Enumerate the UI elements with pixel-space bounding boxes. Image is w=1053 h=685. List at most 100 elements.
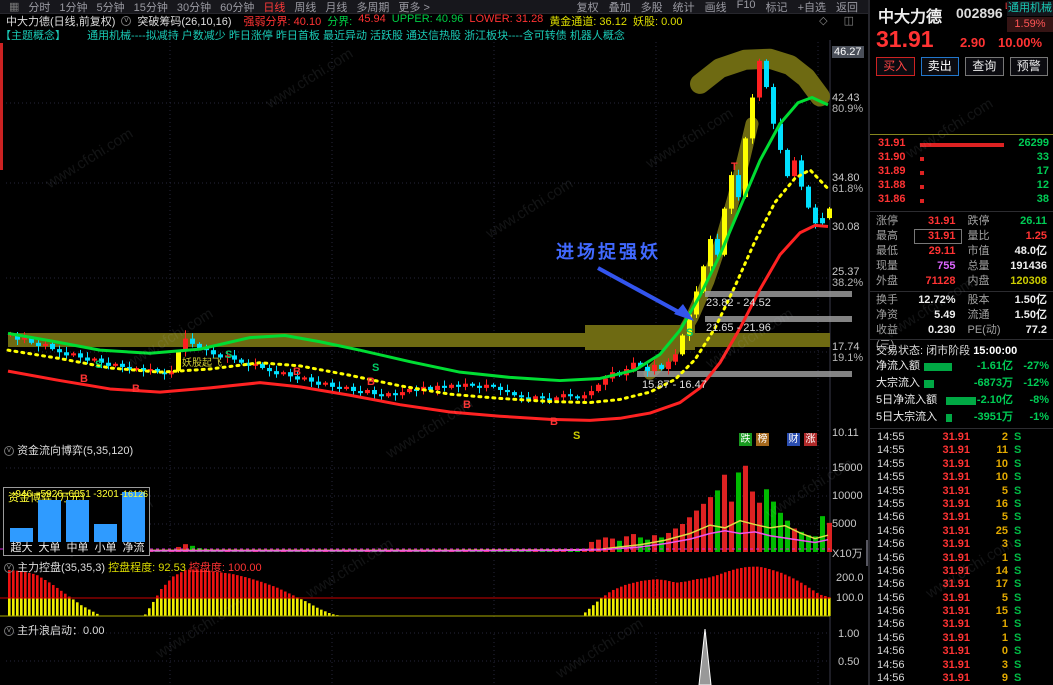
sector-name[interactable]: 通用机械 — [1007, 1, 1053, 16]
tick-row[interactable]: 14:56 31.91 17 S 4 — [870, 578, 1053, 591]
main-force-control-chart[interactable] — [0, 557, 868, 619]
book-row[interactable]: 31.89 17 — [870, 165, 1053, 179]
period-tab[interactable]: 60分钟 — [220, 1, 255, 14]
main-wave-chart[interactable] — [0, 619, 868, 685]
tick-volume: 17 — [995, 578, 1008, 591]
toolbar-button[interactable]: +自选 — [797, 1, 826, 14]
tick-row[interactable]: 14:55 31.91 10 S 1 — [870, 458, 1053, 471]
tick-time: 14:56 — [877, 658, 905, 671]
period-tab[interactable]: 30分钟 — [176, 1, 212, 14]
book-row[interactable]: 31.88 12 — [870, 179, 1053, 193]
book-row[interactable]: 31.91 26299 — [870, 137, 1053, 151]
tick-row[interactable]: 14:56 31.91 15 S 3 — [870, 605, 1053, 618]
collapse-icon[interactable]: ˅ — [4, 446, 14, 457]
stock-name[interactable]: 中大力德 — [878, 9, 943, 26]
collapse-icon[interactable]: ˅ — [4, 563, 14, 574]
collapse-icon[interactable]: ˅ — [4, 626, 14, 637]
toolbar-button[interactable]: 画线 — [704, 1, 727, 14]
price-axis-label: 19.1% — [832, 352, 864, 364]
window-icon[interactable]: ▦ — [9, 1, 20, 13]
toolbar-button[interactable]: 标记 — [765, 1, 788, 14]
collapse-icon[interactable]: ˅ — [121, 15, 132, 26]
tick-volume: 10 — [995, 457, 1008, 470]
buy-button[interactable]: 买入 — [876, 57, 915, 76]
concept-list[interactable]: 通用机械----拟减持 户数减少 昨日涨停 昨日首板 最近异动 活跃股 通达信热… — [87, 30, 625, 40]
alert-button[interactable]: 预警 — [1009, 57, 1048, 76]
indicator-values: 强弱分界: 40.10 分界: 45.94 UPPER: 40.96 LOWER: 31… — [238, 13, 683, 29]
event-badge[interactable]: 财 — [787, 433, 800, 446]
tick-count: 3 — [1038, 498, 1053, 511]
tick-count: 1 — [1038, 471, 1053, 484]
tick-row[interactable]: 14:56 31.91 25 S 9 — [870, 525, 1053, 538]
tick-row[interactable]: 14:56 31.91 5S 1 — [870, 511, 1053, 524]
tick-count: 3 — [1038, 565, 1053, 578]
period-tab[interactable]: 5分钟 — [96, 1, 125, 14]
volume-panel-header: ˅ 资金流向博弈(5,35,120) — [4, 442, 133, 458]
split-view-icon[interactable]: ◫ — [843, 15, 854, 27]
sector-change[interactable]: 1.59% — [1007, 17, 1053, 32]
fund-battle-label: 小单 — [94, 542, 117, 554]
event-badge[interactable]: 跌 — [739, 433, 752, 446]
period-tab[interactable]: 多周期 — [356, 1, 390, 14]
period-tab[interactable]: 更多 > — [398, 1, 430, 14]
tick-side: S — [1014, 444, 1022, 457]
stat-label: 涨停 — [876, 215, 898, 227]
tick-row[interactable]: 14:55 31.91 5S 1 — [870, 485, 1053, 498]
indicator-info-bar: 中大力德(日线,前复权) ˅ 突破筹码(26,10,16) 强弱分界: 40.1… — [0, 13, 868, 29]
stat-value: 77.2 — [1025, 324, 1047, 336]
stat-label: 内盘 — [967, 275, 990, 287]
tick-row[interactable]: 14:55 31.91 11 S 2 — [870, 444, 1053, 457]
tick-row[interactable]: 14:56 31.91 9S 2 — [870, 672, 1053, 685]
book-price: 31.88 — [878, 179, 906, 191]
control-level-label: 控盘度: — [188, 562, 225, 574]
toolbar-button[interactable]: 统计 — [672, 1, 695, 14]
sell-button[interactable]: 卖出 — [920, 57, 959, 76]
tick-time: 14:56 — [877, 645, 905, 658]
price-axis-label: 10.11 — [832, 427, 859, 439]
stat-value: 755 — [937, 260, 956, 272]
stat-label: 跌停 — [967, 215, 990, 227]
tick-row[interactable]: 14:56 31.91 1S 2 — [870, 552, 1053, 565]
tick-row[interactable]: 14:56 31.91 5S 1 — [870, 592, 1053, 605]
tick-row[interactable]: 14:56 31.91 14 S 3 — [870, 565, 1053, 578]
period-tab[interactable]: 15分钟 — [133, 1, 168, 14]
tick-row[interactable]: 14:56 31.91 0S 1 — [870, 645, 1053, 658]
period-tab[interactable]: 日线 — [263, 1, 286, 14]
book-row[interactable]: 31.90 33 — [870, 151, 1053, 165]
toolbar-button[interactable]: 叠加 — [608, 1, 631, 14]
tick-time: 14:56 — [877, 631, 905, 644]
stat-value: 120308 — [1010, 275, 1047, 287]
toolbar-button[interactable]: 返回 — [836, 1, 858, 14]
book-row[interactable]: 31.86 38 — [870, 193, 1053, 207]
diamond-icon[interactable]: ◇ — [819, 15, 828, 27]
tick-row[interactable]: 14:55 31.91 10 S 1 — [870, 471, 1053, 484]
period-tab[interactable]: 周线 — [294, 1, 317, 14]
toolbar-button[interactable]: 多股 — [640, 1, 663, 14]
tick-row[interactable]: 14:55 31.91 16 S 3 — [870, 498, 1053, 511]
fund-battle-label: 大单 — [38, 542, 61, 554]
period-tab[interactable]: 月线 — [325, 1, 348, 14]
tick-count: 1 — [1038, 592, 1053, 605]
tick-time: 14:56 — [877, 605, 905, 618]
event-badge[interactable]: 涨 — [804, 433, 817, 446]
book-price: 31.89 — [878, 165, 906, 177]
period-tab[interactable]: 分时 — [28, 1, 51, 14]
toolbar-button[interactable]: F10 — [736, 0, 756, 11]
event-badge[interactable]: 榜 — [756, 433, 769, 446]
query-button[interactable]: 查询 — [965, 57, 1004, 76]
toolbar-button[interactable]: 复权 — [576, 1, 599, 14]
tick-price: 31.91 — [942, 444, 970, 457]
tick-row[interactable]: 14:56 31.91 3S 4 — [870, 538, 1053, 551]
flow-value: -2.10亿 — [976, 394, 1013, 406]
period-tab[interactable]: 1分钟 — [59, 1, 88, 14]
fund-flow-volume-chart[interactable] — [0, 440, 868, 557]
flow-bar — [946, 397, 976, 405]
tick-list[interactable]: 14:5531.912S114:5531.9111S214:5531.9110S… — [870, 431, 1053, 685]
tick-side: S — [1014, 538, 1022, 551]
tick-time: 14:56 — [877, 551, 905, 564]
tick-row[interactable]: 14:55 31.91 2S 1 — [870, 431, 1053, 444]
